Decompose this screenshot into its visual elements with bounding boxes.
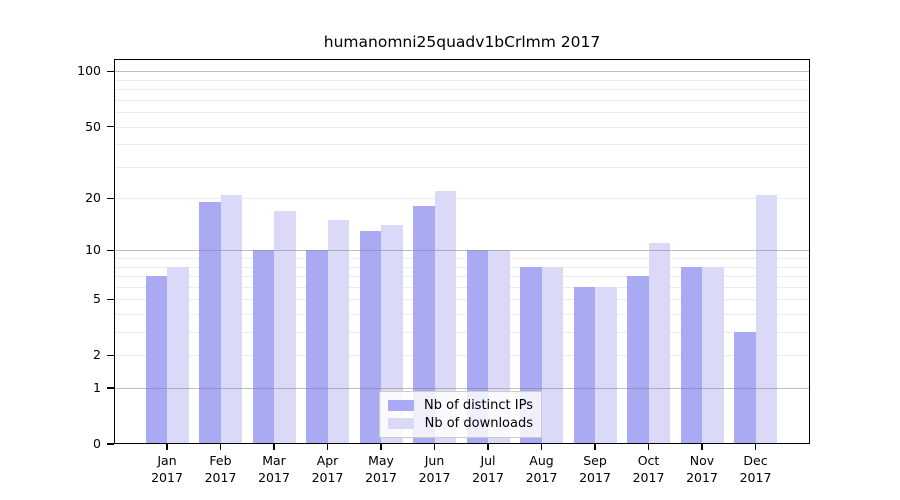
gridline-decade-1 — [114, 388, 810, 390]
bar-nb-of-downloads-mar — [274, 210, 296, 444]
gridline-9 — [114, 258, 810, 260]
bar-nb-of-distinct-ips-apr — [306, 250, 328, 444]
gridline-90 — [114, 79, 810, 81]
y-tick-5 — [107, 298, 114, 301]
bar-nb-of-distinct-ips-may — [359, 230, 381, 444]
bar-nb-of-downloads-aug — [541, 266, 563, 444]
legend: Nb of distinct IPs Nb of downloads — [379, 391, 542, 438]
gridline-30 — [114, 166, 810, 168]
bar-nb-of-downloads-jan — [167, 266, 189, 444]
bar-nb-of-downloads-jun — [434, 190, 456, 444]
y-tick-100 — [107, 70, 114, 73]
bar-nb-of-downloads-sep — [595, 286, 617, 444]
y-tick-label-0: 0 — [93, 436, 101, 451]
gridline-6 — [114, 286, 810, 288]
x-tick-label-aug: Aug 2017 — [525, 453, 558, 485]
y-tick-label-10: 10 — [85, 242, 101, 258]
gridline-7 — [114, 276, 810, 278]
y-tick-50 — [107, 125, 114, 128]
bar-nb-of-downloads-feb — [220, 194, 242, 444]
x-tick-label-may: May 2017 — [365, 453, 397, 485]
legend-item-distinct-ips: Nb of distinct IPs — [388, 398, 533, 413]
x-tick-label-mar: Mar 2017 — [258, 453, 290, 485]
bar-nb-of-distinct-ips-jan — [145, 276, 167, 444]
bar-nb-of-downloads-may — [381, 225, 403, 444]
y-tick-label-100: 100 — [77, 63, 101, 79]
x-tick-label-oct: Oct 2017 — [632, 453, 665, 485]
x-tick-aug — [540, 444, 543, 450]
legend-label-distinct-ips: Nb of distinct IPs — [424, 397, 533, 413]
y-tick-label-1: 1 — [93, 380, 101, 396]
chart-title: humanomni25quadv1bCrlmm 2017 — [323, 33, 601, 51]
x-tick-apr — [326, 444, 329, 450]
gridline-70 — [114, 99, 810, 101]
x-tick-feb — [219, 444, 222, 450]
gridline-8 — [114, 266, 810, 268]
x-tick-jul — [487, 444, 489, 450]
gridline-80 — [114, 89, 810, 91]
legend-label-downloads: Nb of downloads — [424, 416, 533, 432]
bar-nb-of-downloads-apr — [327, 220, 349, 444]
x-tick-label-feb: Feb 2017 — [204, 453, 237, 485]
x-tick-sep — [594, 444, 596, 450]
x-tick-label-sep: Sep 2017 — [579, 453, 611, 485]
x-tick-jun — [433, 444, 436, 450]
bar-nb-of-distinct-ips-oct — [627, 276, 649, 444]
y-tick-2 — [107, 354, 114, 356]
bar-nb-of-distinct-ips-nov — [680, 266, 702, 444]
gridline-decade-10 — [114, 250, 810, 252]
x-tick-label-apr: Apr 2017 — [311, 453, 344, 485]
legend-swatch-downloads — [388, 418, 414, 430]
bar-nb-of-distinct-ips-jun — [413, 206, 435, 444]
y-tick-label-5: 5 — [93, 291, 101, 307]
x-tick-label-jul: Jul 2017 — [472, 453, 504, 485]
bar-nb-of-downloads-dec — [755, 194, 777, 444]
bar-nb-of-distinct-ips-dec — [734, 332, 756, 444]
gridline-2 — [114, 355, 810, 357]
gridline-60 — [114, 112, 810, 114]
bar-nb-of-distinct-ips-mar — [252, 250, 274, 444]
gridline-20 — [114, 198, 810, 200]
decade-gridline-overlay — [114, 59, 810, 444]
x-tick-label-dec: Dec 2017 — [739, 453, 772, 485]
bar-nb-of-distinct-ips-feb — [199, 202, 221, 444]
gridline-3 — [114, 332, 810, 334]
x-tick-jan — [166, 444, 168, 450]
y-tick-label-50: 50 — [85, 118, 101, 134]
y-tick-0 — [107, 443, 114, 445]
y-tick-10 — [107, 249, 114, 252]
gridline-5 — [114, 299, 810, 301]
gridline-decade-100 — [114, 71, 810, 73]
legend-swatch-distinct-ips — [388, 399, 414, 411]
bar-nb-of-downloads-oct — [648, 243, 670, 444]
x-tick-label-jun: Jun 2017 — [418, 453, 451, 485]
gridline-50 — [114, 126, 810, 128]
bar-nb-of-distinct-ips-sep — [573, 286, 595, 444]
y-tick-label-2: 2 — [93, 347, 101, 363]
x-tick-oct — [647, 444, 650, 450]
bar-nb-of-downloads-nov — [702, 266, 724, 444]
gridline-layer — [114, 59, 810, 444]
gridline-40 — [114, 144, 810, 146]
bars-layer — [114, 59, 810, 444]
x-tick-may — [380, 444, 382, 450]
y-tick-label-20: 20 — [85, 190, 101, 206]
x-tick-mar — [273, 444, 275, 450]
y-tick-1 — [107, 387, 114, 389]
x-tick-label-jan: Jan 2017 — [151, 453, 183, 485]
legend-item-downloads: Nb of downloads — [388, 416, 533, 431]
x-tick-nov — [701, 444, 703, 450]
gridline-4 — [114, 314, 810, 316]
x-tick-label-nov: Nov 2017 — [686, 453, 718, 485]
x-tick-dec — [754, 444, 757, 450]
y-tick-20 — [107, 197, 114, 199]
